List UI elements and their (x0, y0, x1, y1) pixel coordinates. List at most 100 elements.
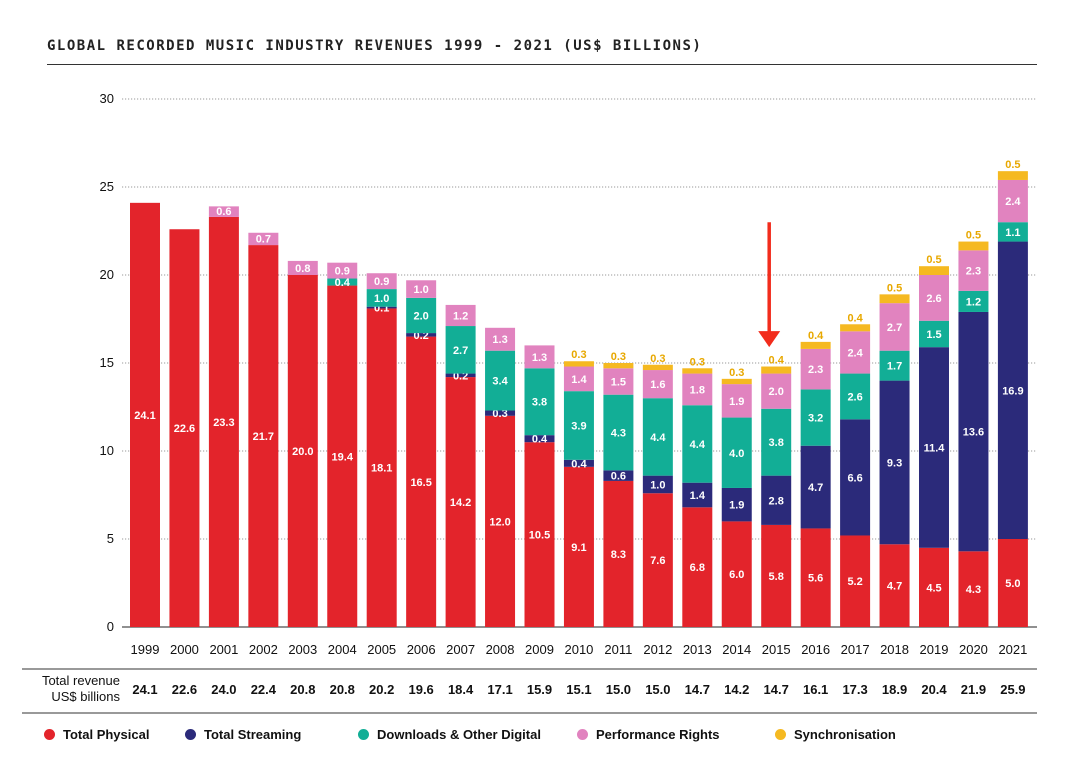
bar-segment-streaming (642, 475, 673, 494)
total-revenue-value: 15.0 (606, 682, 631, 697)
data-label-physical: 20.0 (292, 446, 313, 458)
bar-segment-streaming (879, 380, 910, 545)
data-label-streaming: 0.6 (611, 471, 626, 483)
data-label-downloads: 4.0 (729, 448, 744, 460)
bar-segment-performance (208, 206, 239, 217)
data-label-downloads: 4.4 (690, 439, 706, 451)
bar-segment-performance (958, 250, 989, 291)
bar-segment-downloads (366, 289, 397, 307)
total-revenue-value: 24.1 (132, 682, 157, 697)
data-label-downloads: 3.2 (808, 413, 823, 425)
total-revenue-value: 25.9 (1000, 682, 1025, 697)
data-label-performance: 0.6 (216, 206, 231, 218)
bar-segment-physical (682, 507, 713, 627)
bar-segment-downloads (800, 389, 831, 446)
data-label-sync: 0.5 (1005, 159, 1020, 171)
data-label-downloads: 1.5 (926, 329, 941, 341)
data-label-physical: 16.5 (410, 477, 431, 489)
x-tick-label: 2001 (209, 642, 238, 657)
bar-segment-performance (603, 368, 634, 395)
bar-segment-performance (840, 331, 871, 374)
legend-label-sync: Synchronisation (794, 727, 896, 742)
y-tick-label: 10 (100, 443, 114, 458)
x-tick-label: 2005 (367, 642, 396, 657)
data-label-performance: 2.3 (966, 266, 981, 278)
legend-swatch-streaming (185, 729, 196, 740)
bar-segment-physical (524, 442, 555, 627)
bar-segment-physical (603, 480, 634, 627)
data-label-sync: 0.4 (808, 330, 824, 342)
legend-item-downloads: Downloads & Other Digital (358, 727, 541, 742)
data-label-physical: 7.6 (650, 555, 665, 567)
data-label-downloads: 2.0 (414, 310, 429, 322)
data-label-physical: 14.2 (450, 497, 471, 509)
data-label-performance: 1.8 (690, 384, 705, 396)
bar-segment-performance (761, 373, 792, 409)
bar-segment-physical (248, 245, 279, 627)
bar-segment-performance (445, 304, 476, 327)
data-label-downloads: 4.4 (650, 432, 666, 444)
legend-item-sync: Synchronisation (775, 727, 896, 742)
total-revenue-value: 21.9 (961, 682, 986, 697)
total-revenue-value: 14.2 (724, 682, 749, 697)
x-tick-label: 2016 (801, 642, 830, 657)
data-label-streaming: 0.3 (492, 408, 507, 420)
bar-segment-sync (800, 341, 831, 349)
legend-label-performance: Performance Rights (596, 727, 720, 742)
data-label-downloads: 3.8 (532, 397, 547, 409)
total-revenue-value: 17.1 (487, 682, 512, 697)
bar-segment-downloads (603, 394, 634, 471)
x-tick-label: 2007 (446, 642, 475, 657)
bar-segment-streaming (761, 475, 792, 525)
bar-segment-sync (603, 363, 634, 369)
bar-segment-performance (563, 366, 594, 392)
data-label-performance: 0.9 (374, 276, 389, 288)
bar-segment-downloads (919, 320, 949, 348)
data-label-performance: 1.4 (571, 374, 587, 386)
data-label-performance: 1.6 (650, 379, 665, 391)
data-label-streaming: 13.6 (963, 427, 984, 439)
total-revenue-value: 16.1 (803, 682, 828, 697)
data-label-performance: 2.4 (1005, 196, 1021, 208)
data-label-sync: 0.5 (887, 282, 902, 294)
bar-segment-sync (642, 364, 673, 371)
bar-segment-downloads (445, 326, 476, 374)
data-label-performance: 2.4 (847, 347, 863, 359)
data-label-physical: 24.1 (134, 410, 155, 422)
legend-swatch-physical (44, 729, 55, 740)
bar-segment-streaming (958, 311, 989, 552)
bar-segment-downloads (840, 373, 871, 420)
data-label-performance: 0.8 (295, 263, 310, 275)
x-tick-label: 2000 (170, 642, 199, 657)
legend-label-streaming: Total Streaming (204, 727, 302, 742)
data-label-downloads: 4.3 (611, 428, 626, 440)
bar-segment-streaming (840, 419, 871, 536)
bar-segment-downloads (524, 368, 555, 436)
legend-swatch-downloads (358, 729, 369, 740)
total-revenue-value: 20.2 (369, 682, 394, 697)
bar-segment-physical (445, 377, 476, 627)
data-label-streaming: 9.3 (887, 457, 902, 469)
bar-segment-sync (761, 366, 792, 374)
data-label-physical: 23.3 (213, 417, 234, 429)
x-tick-label: 2008 (486, 642, 515, 657)
total-revenue-value: 22.4 (251, 682, 277, 697)
bar-segment-physical (997, 539, 1028, 627)
total-revenue-value: 20.8 (290, 682, 315, 697)
legend-item-streaming: Total Streaming (185, 727, 301, 742)
bar-segment-streaming (721, 487, 752, 522)
bar-segment-physical (800, 528, 831, 627)
x-tick-label: 2020 (959, 642, 988, 657)
bar-segment-performance (800, 348, 831, 390)
bar-segment-performance (366, 273, 397, 290)
data-label-downloads: 0.4 (335, 277, 351, 289)
data-label-sync: 0.5 (926, 254, 941, 266)
bar-segment-sync (721, 378, 752, 385)
y-tick-label: 0 (107, 619, 114, 634)
data-label-physical: 19.4 (332, 451, 354, 463)
bar-segment-physical (840, 535, 871, 627)
bar-segment-sync (840, 324, 871, 332)
x-tick-label: 2019 (920, 642, 949, 657)
data-label-performance: 1.9 (729, 396, 744, 408)
bar-segment-streaming (445, 373, 476, 378)
